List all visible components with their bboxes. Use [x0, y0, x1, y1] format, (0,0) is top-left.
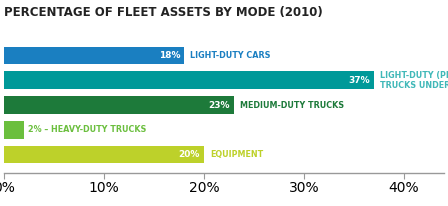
Text: 18%: 18% — [159, 51, 180, 60]
Bar — [4, 71, 374, 89]
Text: 23%: 23% — [208, 101, 230, 110]
Text: PERCENTAGE OF FLEET ASSETS BY MODE (2010): PERCENTAGE OF FLEET ASSETS BY MODE (2010… — [4, 6, 323, 19]
Text: LIGHT-DUTY CARS: LIGHT-DUTY CARS — [190, 51, 271, 60]
Bar — [4, 146, 204, 164]
Text: 37%: 37% — [348, 76, 370, 85]
Bar — [4, 96, 234, 114]
Text: EQUIPMENT: EQUIPMENT — [210, 150, 263, 159]
Text: 2% – HEAVY-DUTY TRUCKS: 2% – HEAVY-DUTY TRUCKS — [28, 125, 147, 134]
Text: MEDIUM-DUTY TRUCKS: MEDIUM-DUTY TRUCKS — [240, 101, 344, 110]
Bar — [4, 47, 184, 64]
Text: LIGHT-DUTY (PICK UP, VAN, SUV,
TRUCKS UNDER 10,000 lbs: LIGHT-DUTY (PICK UP, VAN, SUV, TRUCKS UN… — [379, 71, 448, 90]
Text: 20%: 20% — [179, 150, 200, 159]
Bar — [4, 121, 25, 139]
